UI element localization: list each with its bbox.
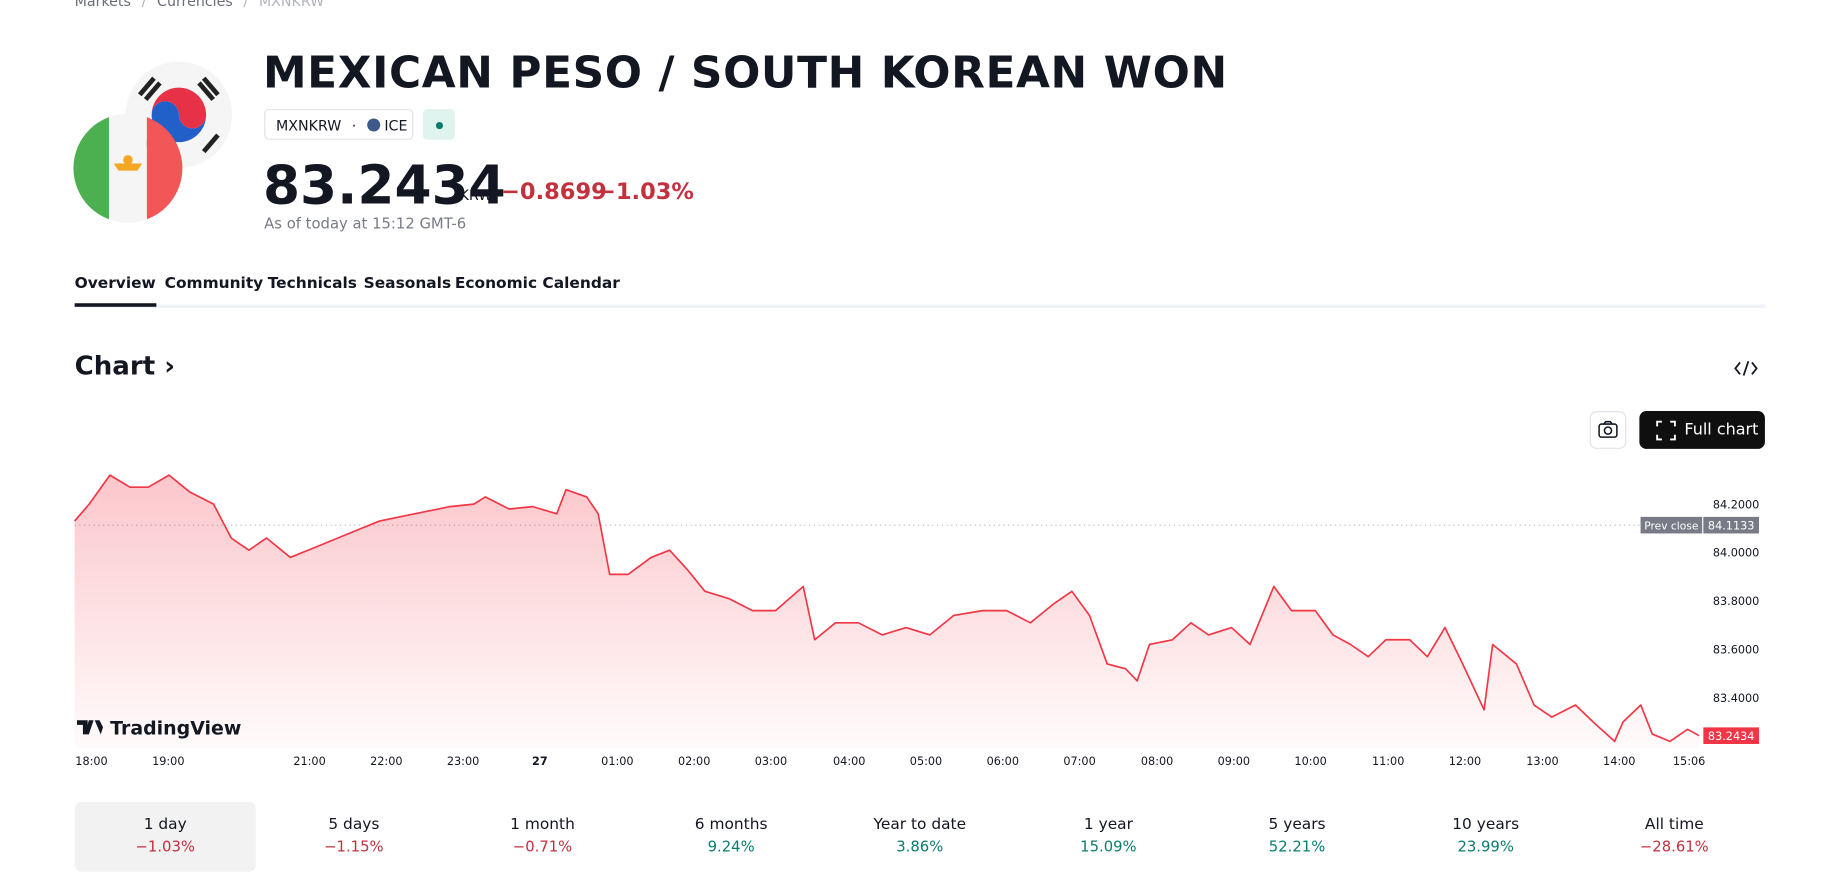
last-value-label: 83.2434 xyxy=(1708,730,1755,743)
tab-bar: Overview Community Technicals Seasonals Econ… xyxy=(74,274,1765,308)
x-tick-label: 12:00 xyxy=(1449,755,1481,768)
prev-close-value: 84.1133 xyxy=(1708,519,1755,532)
x-tick-label: 10:00 xyxy=(1294,755,1326,768)
embed-icon[interactable] xyxy=(1734,359,1758,378)
period-change: 15.09% xyxy=(1080,837,1137,856)
watermark-text: TradingView xyxy=(110,717,241,739)
period-label: Year to date xyxy=(873,816,967,834)
full-chart-label[interactable]: Full chart xyxy=(1684,420,1759,440)
period-change: −1.03% xyxy=(135,837,195,856)
period-label: 5 days xyxy=(328,816,380,834)
period-change: 52.21% xyxy=(1268,837,1326,856)
page-title: MEXICAN PESO / SOUTH KOREAN WON xyxy=(262,47,1228,99)
exchange: ICE xyxy=(384,117,408,134)
x-tick-label: 11:00 xyxy=(1372,755,1404,768)
period-label: 5 years xyxy=(1268,816,1326,834)
period-label: 6 months xyxy=(694,816,768,834)
prev-close-label: Prev close xyxy=(1644,519,1698,532)
symbol-badge[interactable]: MXNKRW · ICE xyxy=(264,108,414,140)
symbol: MXNKRW xyxy=(275,117,342,134)
period-label: 10 years xyxy=(1452,816,1520,834)
x-tick-label: 27 xyxy=(532,755,548,768)
period-change: 3.86% xyxy=(896,837,944,856)
chart: 83.2434 83.4000 83.6000 83.8000 84.0000 84.20… xyxy=(73,474,1760,768)
crumb-link[interactable]: Markets xyxy=(74,0,131,10)
period-change: −1.15% xyxy=(324,837,384,856)
currency-code: KRW xyxy=(459,187,493,204)
period-change: −0.71% xyxy=(512,837,573,856)
period-tab[interactable]: 6 months 9.24% xyxy=(641,802,822,872)
y-tick-label: 83.6000 xyxy=(1713,644,1760,657)
tab[interactable]: Community xyxy=(164,274,264,293)
prev-close-tag xyxy=(1640,516,1703,534)
x-tick-label: 19:00 xyxy=(152,755,184,768)
period-change: −28.61% xyxy=(1639,837,1709,856)
period-tab[interactable]: 1 year 15.09% xyxy=(1018,802,1199,872)
period-label: All time xyxy=(1644,816,1704,834)
price: 83.2434 xyxy=(262,153,506,217)
period-tab[interactable]: 10 years 23.99% xyxy=(1395,802,1576,872)
period-change: 23.99% xyxy=(1457,837,1514,856)
x-tick-label: 04:00 xyxy=(833,755,865,768)
x-tick-label: 23:00 xyxy=(447,755,479,768)
x-tick-label: 02:00 xyxy=(678,755,710,768)
period-tab[interactable]: 1 day −1.03% xyxy=(74,801,256,872)
x-tick-label: 14:00 xyxy=(1603,755,1635,768)
period-tab[interactable]: Year to date 3.86% xyxy=(829,802,1010,872)
x-tick-label: 18:00 xyxy=(75,755,107,768)
x-tick-label: 15:06 xyxy=(1673,755,1705,768)
breadcrumb: Markets / Currencies / MXNKRW xyxy=(75,0,325,9)
y-tick-label: 84.2000 xyxy=(1713,498,1760,511)
period-tab[interactable]: 5 years 52.21% xyxy=(1206,802,1387,872)
watermark-logo xyxy=(76,720,104,735)
period-label: 1 month xyxy=(510,816,575,834)
line xyxy=(73,474,1700,743)
period-label: 1 year xyxy=(1083,816,1133,834)
x-tick-label: 13:00 xyxy=(1526,755,1558,768)
x-tick-label: 03:00 xyxy=(755,755,787,768)
area xyxy=(74,475,1700,749)
x-tick-label: 22:00 xyxy=(370,755,402,768)
y-tick-label: 83.4000 xyxy=(1713,692,1760,705)
full-chart-button[interactable]: Full chart xyxy=(1639,411,1765,449)
last-value-tag xyxy=(1703,727,1760,744)
x-tick-label: 07:00 xyxy=(1063,755,1095,768)
x-tick-label: 21:00 xyxy=(293,755,325,768)
period-change: 9.24% xyxy=(707,837,755,856)
tab[interactable]: Overview xyxy=(74,275,156,307)
crumb-current: MXNKRW xyxy=(258,0,325,10)
period-tab[interactable]: 1 month −0.71% xyxy=(452,802,633,872)
period-tab[interactable]: All time −28.61% xyxy=(1584,802,1765,872)
tab[interactable]: Seasonals xyxy=(363,274,452,293)
x-tick-label: 08:00 xyxy=(1141,755,1173,768)
snapshot-button[interactable] xyxy=(1589,411,1627,449)
section-title[interactable]: Chart › xyxy=(74,351,176,382)
tab[interactable]: Economic Calendar xyxy=(454,274,620,293)
x-tick-label: 05:00 xyxy=(910,755,942,768)
market-status[interactable] xyxy=(422,108,455,140)
prev-close-value-tag xyxy=(1703,516,1760,534)
currency-flags xyxy=(73,61,233,223)
x-tick-label: 06:00 xyxy=(987,755,1019,768)
timestamp: As of today at 15:12 GMT-6 xyxy=(264,214,467,233)
x-tick-label: 09:00 xyxy=(1218,755,1250,768)
y-tick-label: 83.8000 xyxy=(1713,595,1760,608)
period-label: 1 day xyxy=(143,816,187,834)
tab[interactable]: Technicals xyxy=(267,274,357,293)
watermark: TradingView xyxy=(76,717,241,739)
x-tick-label: 01:00 xyxy=(601,755,633,768)
section-title-text[interactable]: Chart xyxy=(74,351,156,382)
period-tab[interactable]: 5 days −1.15% xyxy=(263,802,444,872)
price-change-percent: −1.03% xyxy=(596,178,694,205)
y-tick-label: 84.0000 xyxy=(1713,547,1760,560)
price-change: −0.8699 xyxy=(501,178,607,205)
crumb-link[interactable]: Currencies xyxy=(157,0,233,10)
